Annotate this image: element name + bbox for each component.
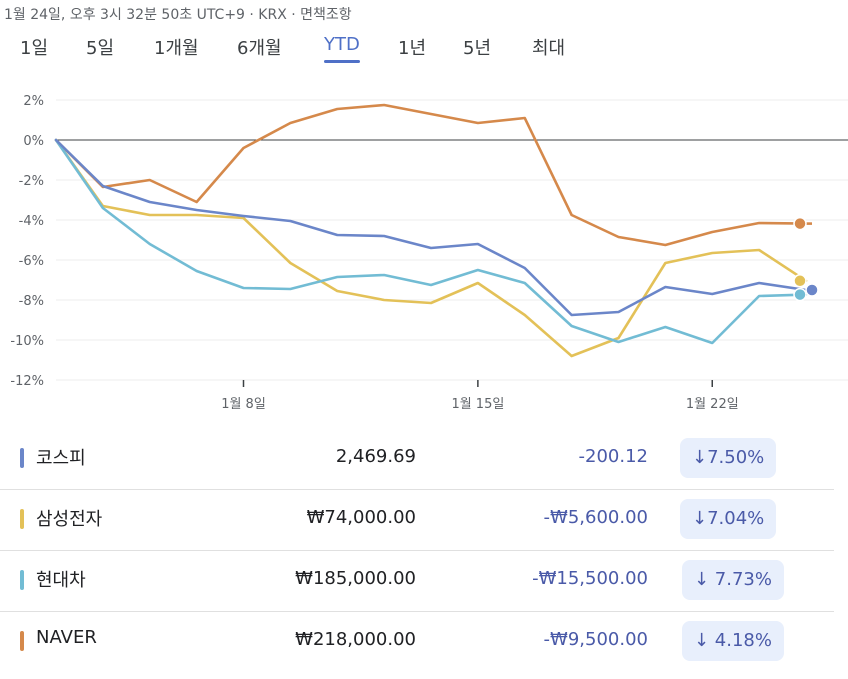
- quote-price: ₩185,000.00: [295, 568, 416, 589]
- y-tick-label: -10%: [10, 334, 44, 349]
- quote-price: ₩218,000.00: [295, 629, 416, 650]
- tab-1y[interactable]: 1년: [398, 38, 427, 59]
- series-line: [54, 138, 808, 317]
- y-tick-label: -12%: [10, 374, 44, 389]
- series-line: [54, 138, 808, 345]
- quote-row-samsung[interactable]: 삼성전자 ₩74,000.00 -₩5,600.00 ↓7.04%: [0, 489, 834, 551]
- quote-row-naver[interactable]: NAVER ₩218,000.00 -₩9,500.00 ↓ 4.18%: [0, 611, 834, 672]
- quote-change: -₩15,500.00: [532, 568, 648, 589]
- series-line: [54, 103, 808, 247]
- quote-price: ₩74,000.00: [306, 507, 416, 528]
- quote-change: -₩5,600.00: [543, 507, 648, 528]
- quote-price: 2,469.69: [335, 446, 416, 467]
- x-tick-label: 1월 15일: [451, 397, 504, 412]
- y-tick-label: 2%: [23, 94, 44, 109]
- series-color-swatch: [20, 631, 24, 651]
- tab-5y[interactable]: 5년: [463, 38, 492, 59]
- quote-percent-badge: ↓7.04%: [680, 499, 777, 539]
- tab-1d[interactable]: 1일: [20, 38, 49, 59]
- tab-5d[interactable]: 5일: [86, 38, 115, 59]
- y-tick-label: 0%: [23, 134, 44, 149]
- series-color-swatch: [20, 509, 24, 529]
- quote-row-hyundai[interactable]: 현대차 ₩185,000.00 -₩15,500.00 ↓ 7.73%: [0, 550, 834, 612]
- tab-max[interactable]: 최대: [532, 38, 566, 59]
- y-tick-label: -8%: [19, 294, 44, 309]
- range-tabs: 1일 5일 1개월 6개월 YTD 1년 5년 최대: [0, 34, 848, 68]
- series-end-point: [793, 287, 807, 302]
- quote-name: 코스피: [36, 448, 86, 469]
- series-end-point: [805, 283, 819, 297]
- quote-percent-badge: ↓ 4.18%: [682, 621, 784, 661]
- tab-1m[interactable]: 1개월: [154, 38, 199, 59]
- series-color-swatch: [20, 570, 24, 590]
- quote-change: -₩9,500.00: [543, 629, 648, 650]
- x-tick-label: 1월 22일: [686, 397, 739, 412]
- x-tick-label: 1월 8일: [221, 397, 266, 412]
- timestamp-disclaimer: 1월 24일, 오후 3시 32분 50초 UTC+9 · KRX · 면책조항: [4, 7, 352, 23]
- quote-name: NAVER: [36, 627, 97, 648]
- quote-name: 삼성전자: [36, 509, 103, 530]
- series-color-swatch: [20, 448, 24, 468]
- series-end-point: [793, 274, 807, 288]
- series-end-point: [793, 216, 807, 231]
- y-tick-label: -4%: [19, 214, 44, 229]
- quote-change: -200.12: [578, 446, 648, 467]
- quote-row-kospi[interactable]: 코스피 2,469.69 -200.12 ↓7.50%: [0, 428, 834, 490]
- tab-ytd[interactable]: YTD: [324, 34, 360, 63]
- y-tick-label: -6%: [19, 254, 44, 269]
- series-line: [54, 138, 808, 358]
- quote-name: 현대차: [36, 570, 86, 591]
- y-tick-label: -2%: [19, 174, 44, 189]
- quote-percent-badge: ↓7.50%: [680, 438, 777, 478]
- line-chart: 2% 0% -2% -4% -6% -8% -10% -12% 1월 8일 1월 15일 1월 22…: [10, 94, 848, 412]
- tab-6m[interactable]: 6개월: [237, 38, 282, 59]
- quote-percent-badge: ↓ 7.73%: [682, 560, 784, 600]
